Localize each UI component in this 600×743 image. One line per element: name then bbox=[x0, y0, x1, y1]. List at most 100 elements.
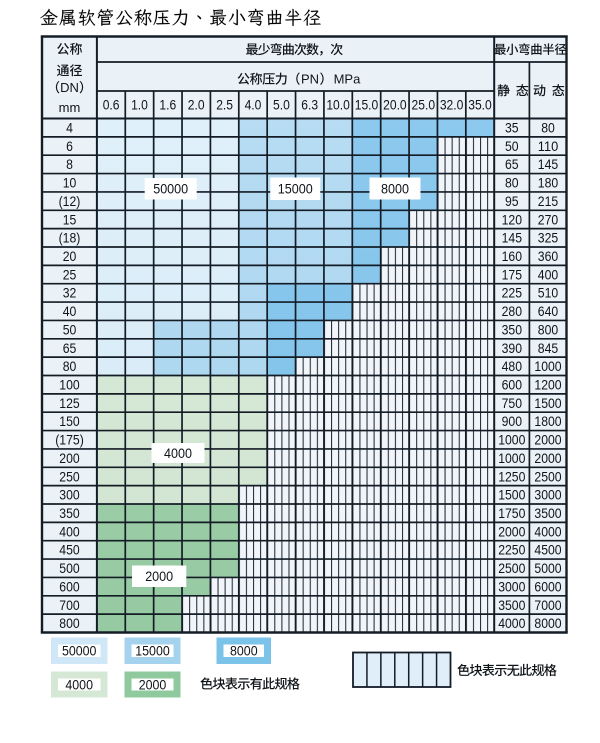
svg-text:10.0: 10.0 bbox=[326, 97, 350, 112]
svg-text:80: 80 bbox=[505, 176, 519, 191]
svg-text:2000: 2000 bbox=[145, 568, 173, 584]
svg-text:5000: 5000 bbox=[534, 561, 562, 576]
svg-text:1200: 1200 bbox=[534, 378, 562, 393]
svg-text:mm: mm bbox=[59, 100, 81, 115]
svg-text:2000: 2000 bbox=[534, 433, 562, 448]
svg-text:1750: 1750 bbox=[498, 506, 526, 521]
svg-text:145: 145 bbox=[538, 157, 558, 172]
svg-text:1000: 1000 bbox=[534, 359, 562, 374]
svg-text:40: 40 bbox=[63, 304, 77, 319]
svg-text:1500: 1500 bbox=[534, 396, 562, 411]
svg-text:15000: 15000 bbox=[135, 644, 170, 659]
svg-text:145: 145 bbox=[502, 231, 522, 246]
svg-text:215: 215 bbox=[538, 194, 558, 209]
svg-text:1500: 1500 bbox=[498, 488, 526, 503]
svg-text:900: 900 bbox=[502, 414, 523, 429]
svg-text:4000: 4000 bbox=[164, 445, 192, 461]
svg-text:6: 6 bbox=[66, 139, 73, 154]
svg-text:160: 160 bbox=[502, 249, 523, 264]
svg-text:3500: 3500 bbox=[498, 598, 526, 613]
svg-text:7000: 7000 bbox=[534, 598, 562, 613]
svg-text:25: 25 bbox=[63, 267, 77, 282]
svg-text:100: 100 bbox=[59, 378, 80, 393]
svg-text:50000: 50000 bbox=[153, 181, 188, 197]
svg-text:3500: 3500 bbox=[534, 506, 562, 521]
svg-text:8000: 8000 bbox=[534, 616, 562, 631]
svg-text:480: 480 bbox=[502, 359, 523, 374]
svg-text:4000: 4000 bbox=[65, 677, 93, 692]
svg-text:DN: DN bbox=[60, 80, 79, 95]
svg-text:2000: 2000 bbox=[534, 451, 562, 466]
svg-text:1.6: 1.6 bbox=[159, 97, 176, 112]
svg-text:4: 4 bbox=[66, 121, 73, 136]
svg-text:80: 80 bbox=[63, 359, 77, 374]
svg-text:750: 750 bbox=[502, 396, 523, 411]
svg-text:15.0: 15.0 bbox=[355, 97, 379, 112]
svg-text:600: 600 bbox=[59, 579, 80, 594]
svg-text:1800: 1800 bbox=[534, 414, 562, 429]
svg-text:50: 50 bbox=[505, 139, 519, 154]
svg-text:325: 325 bbox=[538, 231, 558, 246]
svg-text:2.0: 2.0 bbox=[188, 97, 205, 112]
svg-text:2000: 2000 bbox=[139, 677, 167, 692]
svg-text:120: 120 bbox=[502, 212, 523, 227]
svg-text:50: 50 bbox=[63, 322, 77, 337]
svg-text:250: 250 bbox=[59, 469, 80, 484]
svg-text:500: 500 bbox=[59, 561, 80, 576]
svg-text:2250: 2250 bbox=[498, 543, 526, 558]
svg-text:600: 600 bbox=[502, 378, 523, 393]
svg-text:640: 640 bbox=[538, 304, 559, 319]
svg-text:800: 800 bbox=[538, 322, 559, 337]
svg-text:10: 10 bbox=[63, 176, 77, 191]
svg-text:1250: 1250 bbox=[498, 469, 526, 484]
svg-text:510: 510 bbox=[538, 286, 559, 301]
svg-text:0.6: 0.6 bbox=[103, 97, 120, 112]
svg-text:300: 300 bbox=[59, 488, 80, 503]
svg-text:4000: 4000 bbox=[498, 616, 526, 631]
svg-text:180: 180 bbox=[538, 176, 559, 191]
svg-text:35.0: 35.0 bbox=[468, 97, 492, 112]
svg-text:150: 150 bbox=[59, 414, 80, 429]
svg-text:(18): (18) bbox=[59, 231, 81, 246]
svg-text:15: 15 bbox=[63, 212, 77, 227]
svg-text:80: 80 bbox=[541, 121, 555, 136]
svg-text:390: 390 bbox=[502, 341, 523, 356]
svg-text:2000: 2000 bbox=[498, 524, 526, 539]
svg-text:400: 400 bbox=[59, 524, 80, 539]
svg-text:MPa: MPa bbox=[334, 71, 362, 86]
svg-text:32.0: 32.0 bbox=[440, 97, 464, 112]
svg-text:4.0: 4.0 bbox=[245, 97, 262, 112]
svg-text:2.5: 2.5 bbox=[216, 97, 233, 112]
svg-text:4000: 4000 bbox=[534, 524, 562, 539]
svg-text:400: 400 bbox=[538, 267, 559, 282]
svg-text:35: 35 bbox=[505, 121, 519, 136]
svg-text:350: 350 bbox=[59, 506, 80, 521]
svg-text:6.3: 6.3 bbox=[301, 97, 318, 112]
svg-text:125: 125 bbox=[59, 396, 79, 411]
svg-text:3000: 3000 bbox=[534, 488, 562, 503]
svg-text:450: 450 bbox=[59, 543, 80, 558]
svg-text:1000: 1000 bbox=[498, 451, 526, 466]
svg-text:8: 8 bbox=[66, 157, 73, 172]
svg-text:20.0: 20.0 bbox=[383, 97, 407, 112]
svg-text:845: 845 bbox=[538, 341, 558, 356]
svg-text:95: 95 bbox=[505, 194, 519, 209]
svg-text:360: 360 bbox=[538, 249, 559, 264]
svg-text:32: 32 bbox=[63, 286, 77, 301]
svg-text:225: 225 bbox=[502, 286, 522, 301]
svg-text:110: 110 bbox=[538, 139, 559, 154]
svg-text:175: 175 bbox=[502, 267, 522, 282]
svg-text:(175): (175) bbox=[55, 433, 84, 448]
svg-text:5.0: 5.0 bbox=[273, 97, 290, 112]
svg-text:65: 65 bbox=[63, 341, 77, 356]
svg-text:25.0: 25.0 bbox=[412, 97, 436, 112]
svg-text:200: 200 bbox=[59, 451, 80, 466]
svg-text:6000: 6000 bbox=[534, 579, 562, 594]
svg-text:8000: 8000 bbox=[381, 180, 409, 196]
svg-text:(12): (12) bbox=[59, 194, 81, 209]
svg-text:1000: 1000 bbox=[498, 433, 526, 448]
svg-text:350: 350 bbox=[502, 322, 523, 337]
svg-text:65: 65 bbox=[505, 157, 519, 172]
svg-text:800: 800 bbox=[59, 616, 80, 631]
svg-text:700: 700 bbox=[59, 598, 80, 613]
